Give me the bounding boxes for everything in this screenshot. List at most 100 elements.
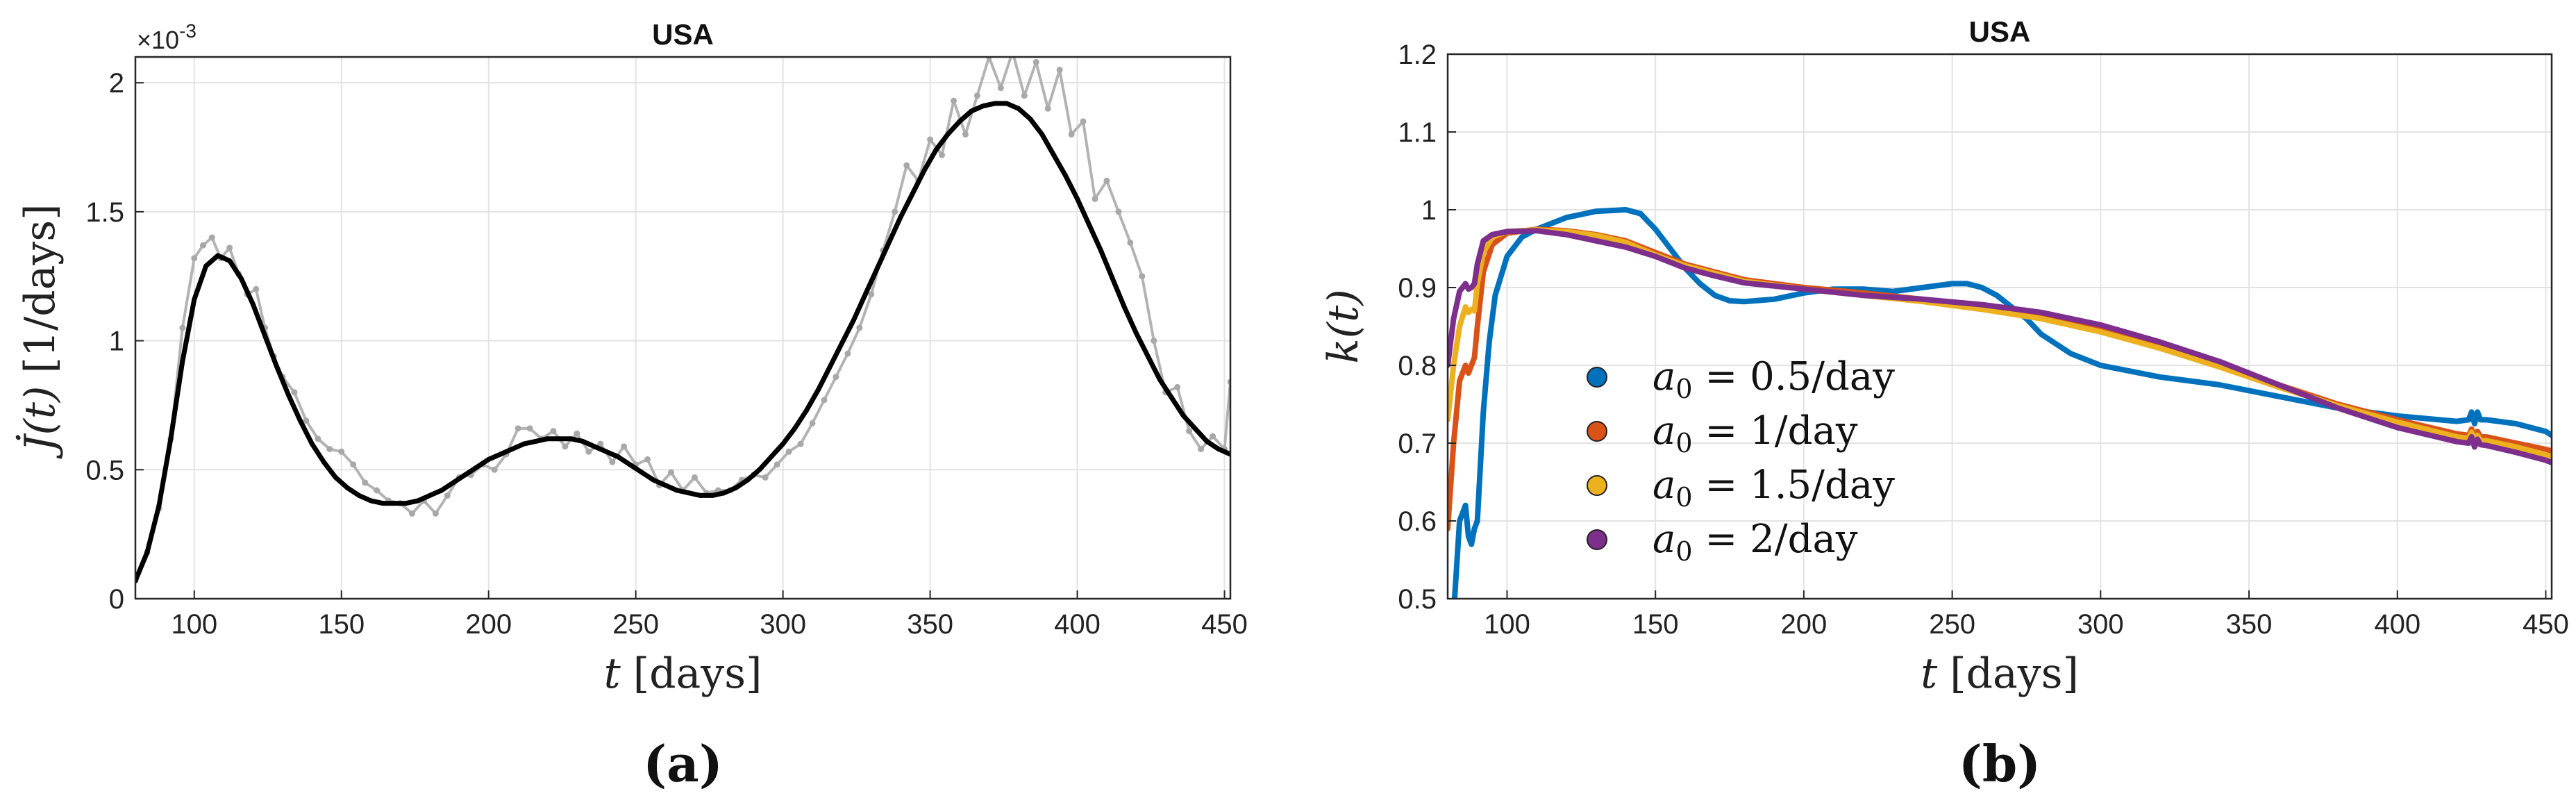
y-tick-label: 2 (109, 68, 124, 99)
data-point (462, 472, 468, 478)
y-tick-label: 1 (1421, 195, 1437, 226)
data-point (510, 447, 515, 452)
data-point (1032, 58, 1039, 65)
legend-var: a (1653, 408, 1675, 454)
data-point (344, 485, 350, 490)
data-point (191, 255, 198, 262)
data-point (315, 435, 321, 442)
data-point (769, 454, 774, 460)
legend-sub: 0 (1675, 536, 1692, 567)
x-tick-label: 450 (2523, 609, 2569, 640)
data-point (603, 449, 609, 454)
data-point (856, 324, 863, 331)
y-axis-label-unit: [1/days] (16, 204, 65, 373)
data-point (274, 364, 279, 370)
data-point (321, 459, 326, 465)
data-point (392, 501, 397, 506)
data-point (1087, 222, 1092, 227)
data-point (910, 191, 915, 197)
data-point (309, 441, 315, 447)
data-point (1180, 413, 1186, 418)
data-point (451, 480, 456, 486)
legend-var: a (1653, 463, 1675, 508)
panel-a: 100 150 200 250 300 350 400 450 0 0.5 1 1.5 2 USA t [da… (15, 18, 1248, 793)
legend-rest: = 2/day (1693, 517, 1858, 562)
legend-sub: 0 (1675, 482, 1692, 513)
x-axis-label-unit: [days] (1950, 649, 2079, 698)
axes-frame (134, 56, 1232, 600)
data-point (1127, 239, 1134, 246)
data-point (1039, 131, 1045, 137)
y-tick-label: 0.7 (1398, 429, 1437, 459)
legend-entry-3: a0 = 1.5/day (1653, 463, 1895, 513)
data-point (592, 444, 597, 449)
data-point (797, 440, 804, 447)
data-point (997, 85, 1004, 92)
data-point (927, 136, 934, 143)
data-point (686, 490, 692, 496)
chart-title: USA (652, 18, 714, 51)
data-point (833, 374, 839, 381)
data-point (491, 466, 498, 473)
data-point (144, 549, 150, 555)
data-point (239, 276, 244, 281)
data-point (1098, 248, 1103, 254)
x-tick-label: 350 (2226, 609, 2273, 640)
data-point (403, 501, 409, 506)
data-point (562, 443, 569, 450)
series-group (135, 57, 1230, 584)
data-point (168, 436, 174, 442)
data-point (862, 292, 868, 297)
y-tick-label: 0.5 (85, 455, 124, 486)
series-group (1448, 207, 2552, 599)
data-point (662, 483, 668, 488)
data-point (574, 430, 580, 437)
data-point (285, 392, 291, 398)
series-line-4 (1448, 228, 2552, 465)
y-tick-label: 0.5 (1398, 584, 1437, 615)
legend-sub: 0 (1675, 374, 1692, 404)
legend-sub: 0 (1675, 428, 1692, 458)
data-point (851, 317, 856, 323)
data-point (674, 488, 680, 493)
data-point (1145, 354, 1151, 359)
data-point (215, 253, 221, 258)
data-point (816, 387, 821, 392)
data-point (1051, 152, 1057, 158)
data-point (1157, 376, 1162, 382)
legend-entry-1: a0 = 0.5/day (1653, 354, 1895, 404)
data-point (362, 479, 369, 486)
data-point (969, 108, 974, 114)
data-point (957, 119, 962, 124)
x-tick-label: 400 (2374, 609, 2420, 640)
data-point (745, 477, 751, 483)
data-point (597, 440, 604, 447)
data-point (533, 438, 539, 444)
data-point (698, 492, 703, 498)
data-point (1216, 447, 1221, 452)
data-point (262, 333, 268, 338)
data-point (380, 501, 385, 506)
x-tick-label: 100 (171, 609, 217, 640)
data-point (526, 425, 533, 432)
x-axis-label-unit: [days] (633, 649, 762, 698)
data-point (415, 498, 421, 504)
data-point (521, 441, 527, 447)
data-point (1056, 67, 1063, 74)
data-point (1092, 195, 1098, 202)
data-point (208, 234, 215, 241)
data-point (326, 446, 333, 453)
data-point (1174, 383, 1181, 390)
legend-rest: = 1.5/day (1693, 463, 1896, 508)
data-point (621, 443, 628, 450)
data-point (1028, 116, 1033, 122)
data-point (1110, 276, 1115, 281)
y-tick-label: 1.2 (1398, 40, 1437, 70)
x-tick-label: 250 (1929, 609, 1975, 640)
y-axis-label: J̇(t) [1/days] (15, 204, 65, 459)
x-tick-label: 150 (1632, 609, 1679, 640)
data-point (1063, 173, 1069, 179)
data-point (951, 97, 957, 104)
